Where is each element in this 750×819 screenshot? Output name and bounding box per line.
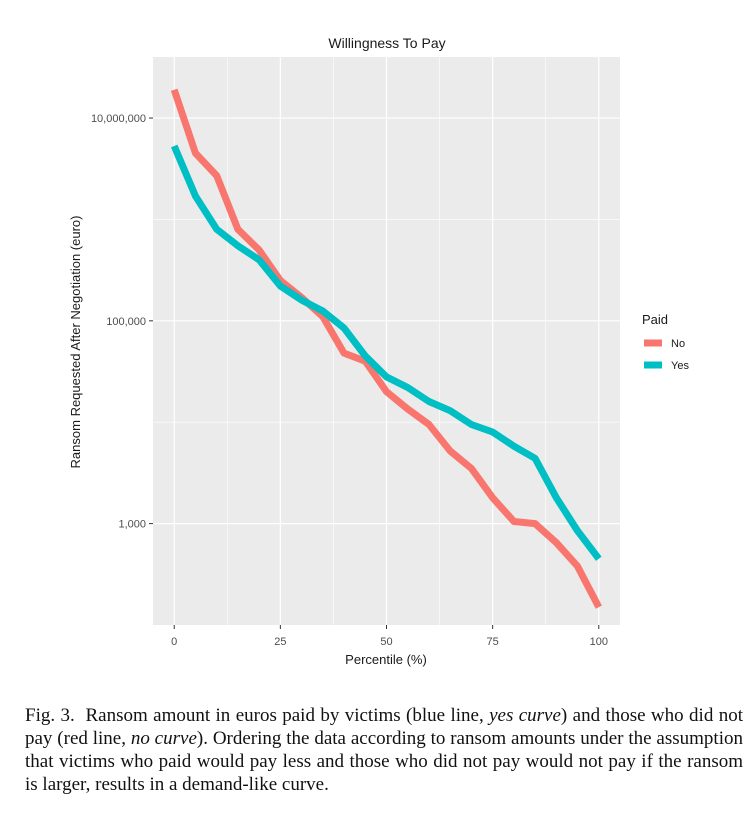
y-tick-label: 10,000,000 xyxy=(91,113,146,125)
caption-text-1: Ransom amount in euros paid by victims (… xyxy=(85,705,490,726)
x-tick-label: 0 xyxy=(171,636,177,648)
x-axis-title: Percentile (%) xyxy=(345,652,427,667)
chart-title: Willingness To Pay xyxy=(328,35,445,51)
legend: Paid No Yes xyxy=(642,312,689,372)
series-lines xyxy=(170,88,602,609)
x-tick-label: 75 xyxy=(487,636,499,648)
caption-text-2: ) and those who did not pay (red line, xyxy=(25,705,743,749)
series-line-no xyxy=(170,88,602,609)
y-axis-title: Ransom Requested After Negotiation (euro… xyxy=(68,216,83,469)
y-axis-ticks: 1,000 100,000 10,000,000 xyxy=(91,113,153,531)
x-tick-label: 25 xyxy=(274,636,286,648)
caption-no-curve: no curve xyxy=(130,728,197,749)
legend-label-yes: Yes xyxy=(671,360,689,372)
series-line-yes xyxy=(170,144,602,561)
caption-label: Fig. 3. xyxy=(25,705,75,726)
caption-yes-curve: yes curve xyxy=(489,705,561,726)
figure-caption: Fig. 3. Ransom amount in euros paid by v… xyxy=(25,704,743,819)
x-tick-label: 100 xyxy=(590,636,608,648)
y-tick-label: 100,000 xyxy=(106,316,146,328)
caption-text-3: ). Ordering the data according to ransom… xyxy=(25,728,743,795)
grid-lines xyxy=(153,57,620,625)
legend-title: Paid xyxy=(642,312,668,327)
x-tick-label: 50 xyxy=(380,636,392,648)
legend-label-no: No xyxy=(671,338,685,350)
x-axis-ticks: 0 25 50 75 100 xyxy=(171,625,608,648)
y-tick-label: 1,000 xyxy=(118,519,146,531)
